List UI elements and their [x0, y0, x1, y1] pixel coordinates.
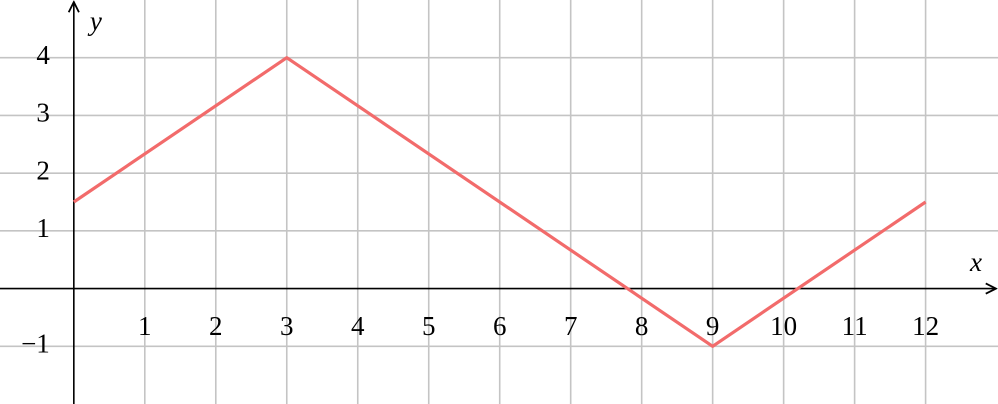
y-tick-label: 3: [36, 98, 50, 128]
x-tick-label: 10: [770, 311, 797, 341]
y-tick-label: −1: [21, 328, 50, 358]
x-tick-label: 6: [493, 311, 507, 341]
y-tick-label: 4: [36, 40, 50, 70]
x-tick-label: 7: [564, 311, 578, 341]
x-tick-label: 4: [351, 311, 365, 341]
x-tick-label: 1: [138, 311, 152, 341]
y-tick-label: 2: [36, 155, 50, 185]
x-tick-label: 8: [635, 311, 649, 341]
x-tick-label: 2: [209, 311, 223, 341]
x-tick-label: 3: [280, 311, 294, 341]
y-tick-label: 1: [36, 213, 50, 243]
x-axis-label: x: [969, 247, 982, 277]
x-tick-label: 11: [842, 311, 868, 341]
data-line: [72, 56, 927, 348]
x-tick-label: 9: [706, 311, 720, 341]
x-tick-label: 5: [422, 311, 436, 341]
x-tick-label: 12: [912, 311, 939, 341]
y-axis-label: y: [87, 6, 102, 36]
